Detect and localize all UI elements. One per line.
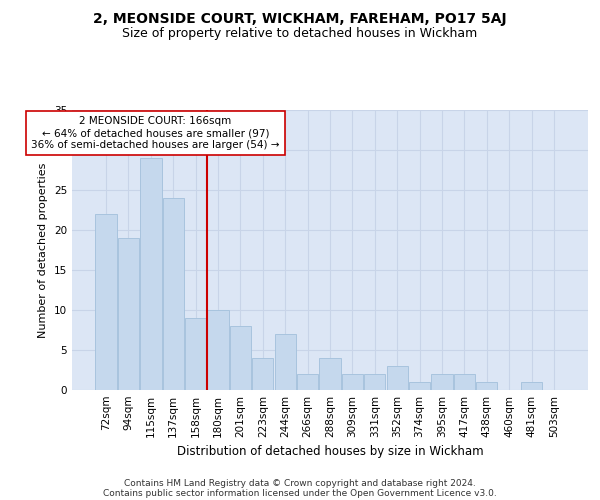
Bar [521, 382, 542, 390]
Bar [252, 358, 274, 390]
Bar [275, 334, 296, 390]
Bar [386, 366, 408, 390]
Y-axis label: Number of detached properties: Number of detached properties [38, 162, 49, 338]
Bar [208, 310, 229, 390]
Bar [185, 318, 206, 390]
Text: 2 MEONSIDE COURT: 166sqm
← 64% of detached houses are smaller (97)
36% of semi-d: 2 MEONSIDE COURT: 166sqm ← 64% of detach… [31, 116, 280, 150]
Text: Contains public sector information licensed under the Open Government Licence v3: Contains public sector information licen… [103, 488, 497, 498]
Bar [476, 382, 497, 390]
Bar [342, 374, 363, 390]
Bar [454, 374, 475, 390]
Text: 2, MEONSIDE COURT, WICKHAM, FAREHAM, PO17 5AJ: 2, MEONSIDE COURT, WICKHAM, FAREHAM, PO1… [93, 12, 507, 26]
X-axis label: Distribution of detached houses by size in Wickham: Distribution of detached houses by size … [176, 446, 484, 458]
Bar [409, 382, 430, 390]
Bar [319, 358, 341, 390]
Bar [297, 374, 318, 390]
Bar [163, 198, 184, 390]
Bar [118, 238, 139, 390]
Bar [364, 374, 385, 390]
Bar [230, 326, 251, 390]
Bar [95, 214, 117, 390]
Bar [140, 158, 161, 390]
Text: Size of property relative to detached houses in Wickham: Size of property relative to detached ho… [122, 28, 478, 40]
Text: Contains HM Land Registry data © Crown copyright and database right 2024.: Contains HM Land Registry data © Crown c… [124, 478, 476, 488]
Bar [431, 374, 452, 390]
